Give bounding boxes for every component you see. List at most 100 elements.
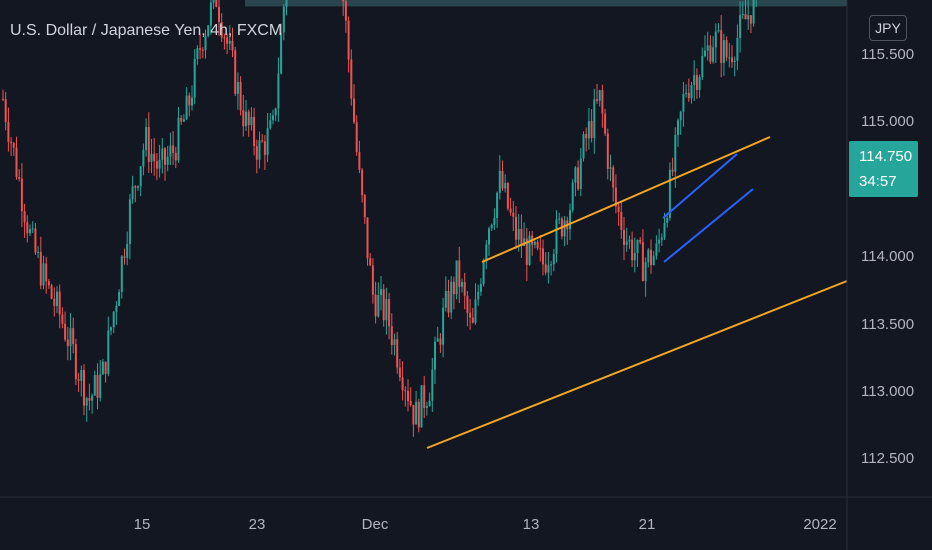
candle-body — [142, 149, 145, 167]
candle-body — [31, 228, 34, 230]
candle-body — [228, 40, 231, 44]
channel-lower-line[interactable] — [426, 280, 848, 449]
candle-body — [201, 49, 204, 51]
candle-body — [12, 143, 15, 148]
candle-body — [590, 121, 593, 138]
last-price-badge: 114.750 34:57 — [849, 141, 918, 197]
candle-body — [625, 241, 628, 245]
candle-body — [668, 169, 671, 218]
candle-body — [407, 390, 409, 402]
candle-body — [447, 290, 450, 313]
candle-body — [56, 291, 58, 306]
candle-body — [93, 374, 96, 396]
candle-body — [34, 228, 37, 253]
candle-body — [358, 152, 361, 170]
candle-body — [350, 59, 353, 99]
candle-body — [482, 261, 485, 285]
candle-body — [701, 56, 704, 77]
candle-body — [612, 167, 615, 188]
candle-body — [636, 239, 639, 254]
candle-body — [4, 99, 7, 123]
candle-body — [614, 187, 617, 207]
candle-body — [455, 260, 458, 295]
candle-body — [623, 229, 625, 245]
candle-body — [747, 15, 750, 20]
candle-body — [434, 341, 436, 370]
candle-body — [579, 158, 582, 190]
candle-body — [172, 145, 175, 153]
wedge-lower-line[interactable] — [663, 188, 754, 263]
candle-body — [355, 122, 358, 153]
candle-body — [466, 295, 469, 313]
bar-countdown: 34:57 — [859, 173, 897, 190]
candle-body — [582, 134, 585, 159]
candle-body — [644, 262, 647, 281]
candle-body — [50, 285, 53, 299]
candle-body — [218, 6, 220, 23]
candle-body — [539, 248, 542, 250]
candle-body — [533, 241, 536, 245]
candle-body — [220, 22, 223, 38]
candle-body — [377, 294, 380, 317]
candle-body — [390, 326, 393, 346]
candle-body — [104, 361, 107, 374]
candle-body — [442, 307, 445, 345]
candle-body — [231, 40, 234, 51]
candle-body — [641, 242, 644, 281]
candle-body — [234, 50, 237, 94]
candle-body — [498, 170, 501, 193]
candle-body — [363, 195, 366, 218]
candle-body — [485, 244, 488, 262]
wedge-upper-line[interactable] — [662, 153, 738, 219]
candle-body — [520, 228, 523, 246]
candle-body — [409, 401, 412, 406]
candle-body — [585, 134, 588, 139]
candle-body — [269, 120, 272, 129]
currency-button[interactable]: JPY — [869, 15, 907, 41]
candle-body — [512, 212, 515, 217]
channel-upper-line[interactable] — [481, 136, 771, 263]
candle-body — [226, 37, 229, 44]
candle-body — [493, 217, 496, 225]
candle-body — [693, 75, 696, 86]
candle-body — [598, 90, 601, 101]
candle-body — [417, 401, 420, 428]
candle-body — [415, 401, 418, 425]
candle-body — [528, 235, 531, 265]
price-tick-label: 115.500 — [861, 46, 914, 63]
candle-body — [2, 98, 4, 100]
price-axis[interactable]: 112.500113.000113.500114.000114.500115.0… — [861, 46, 914, 467]
candle-body — [463, 282, 466, 296]
candle-body — [712, 47, 715, 62]
candle-body — [212, 0, 215, 3]
candle-body — [458, 260, 461, 287]
candle-body — [714, 31, 717, 48]
candle-body — [61, 314, 64, 324]
candle-body — [107, 330, 110, 374]
price-tick-label: 112.500 — [861, 450, 914, 467]
candle-body — [647, 249, 650, 263]
candle-body — [728, 57, 731, 59]
time-tick-label: 15 — [134, 516, 151, 533]
candle-body — [658, 239, 661, 244]
candle-body — [53, 298, 56, 306]
candle-body — [45, 263, 48, 282]
candle-body — [66, 339, 69, 347]
candle-body — [587, 121, 590, 139]
trendlines-layer — [426, 136, 848, 449]
price-tick-label: 113.000 — [861, 383, 914, 400]
chart-title: U.S. Dollar / Japanese Yen, 4h, FXCM — [10, 22, 283, 39]
candle-body — [255, 146, 258, 160]
candle-body — [606, 133, 609, 169]
candles-layer — [2, 0, 757, 437]
candle-body — [285, 0, 288, 7]
candle-body — [620, 211, 623, 230]
time-axis[interactable]: 15 23 Dec 13 21 2022 — [134, 516, 837, 533]
candle-body — [182, 119, 185, 122]
candle-body — [374, 294, 377, 317]
candle-body — [196, 48, 199, 60]
candle-body — [685, 92, 688, 94]
candle-body — [536, 241, 539, 249]
candle-body — [185, 95, 188, 120]
